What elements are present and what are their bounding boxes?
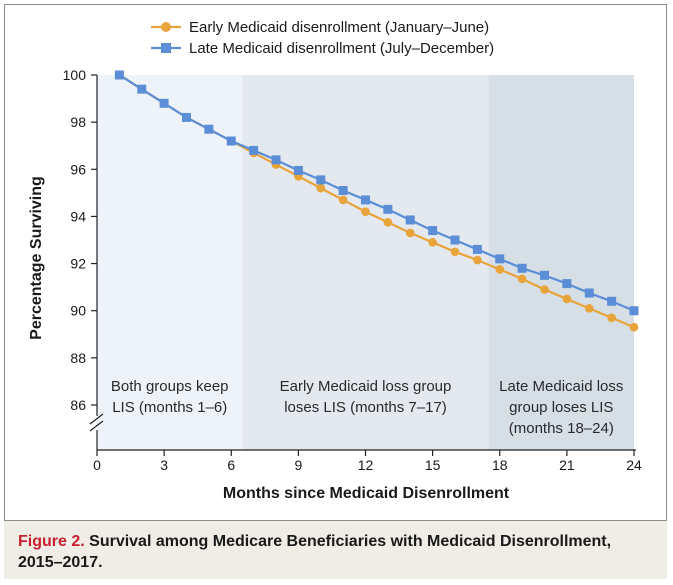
- series-2-point-3: [159, 98, 169, 108]
- series-2-point-13: [383, 204, 393, 214]
- series-2-point-2: [137, 84, 147, 94]
- series-2-point-23: [607, 296, 617, 306]
- series-2-point-10: [316, 175, 326, 185]
- series-2-point-5: [204, 124, 214, 134]
- series-2-point-8: [271, 155, 281, 165]
- y-tick-label-92: 92: [70, 256, 86, 272]
- x-tick-label-12: 12: [358, 457, 374, 473]
- legend-marker-1: [161, 22, 171, 32]
- series-1-point-16: [450, 247, 460, 257]
- region-band-2: [242, 75, 489, 450]
- axis-break-mark-2: [89, 420, 104, 432]
- series-1-point-13: [383, 218, 393, 227]
- x-tick-label-15: 15: [425, 457, 441, 473]
- x-tick-label-9: 9: [294, 457, 302, 473]
- x-axis-label: Months since Medicaid Disenrollment: [223, 485, 510, 502]
- x-tick-label-0: 0: [93, 457, 101, 473]
- series-1-point-15: [428, 238, 437, 247]
- series-2-point-15: [428, 226, 438, 236]
- series-2-point-22: [584, 288, 594, 298]
- y-tick-label-90: 90: [70, 303, 86, 319]
- x-tick-label-18: 18: [492, 457, 508, 473]
- region-label-3-line-1: Late Medicaid loss: [499, 378, 623, 395]
- region-label-2-line-2: loses LIS (months 7–17): [284, 399, 447, 416]
- region-band-3: [488, 75, 634, 450]
- series-lines: [114, 70, 639, 332]
- series-1-point-20: [540, 285, 549, 294]
- series-1-point-11: [338, 195, 348, 205]
- series-2-point-18: [495, 254, 505, 264]
- region-label-3-line-3: (months 18–24): [509, 420, 614, 437]
- figure-title: Survival among Medicare Beneficiaries wi…: [18, 533, 612, 571]
- series-2-point-11: [338, 186, 348, 195]
- axes: 86 88 90 92 94 96 98 100 0 3 6 9 12 15 18 21 24: [63, 67, 642, 473]
- y-tick-label-94: 94: [70, 208, 86, 224]
- y-tick-label-100: 100: [63, 67, 87, 83]
- series-1-point-23: [607, 313, 616, 323]
- y-tick-label-86: 86: [70, 397, 86, 413]
- series-2-point-14: [405, 215, 415, 225]
- y-tick-label-98: 98: [70, 114, 86, 130]
- series-2-point-7: [249, 145, 259, 155]
- series-1-point-18: [495, 265, 505, 274]
- series-2-point-16: [450, 235, 460, 245]
- region-label-1-line-1: Both groups keep: [111, 378, 229, 395]
- region-band-1: [97, 75, 243, 450]
- series-1-point-10: [316, 183, 326, 193]
- region-label-1-line-2: LIS (months 1–6): [112, 399, 227, 416]
- shaded-regions: [97, 75, 634, 450]
- y-axis-label: Percentage Surviving: [28, 176, 45, 340]
- legend-label-1: Early Medicaid disenrollment (January–Ju…: [189, 19, 489, 36]
- region-label-2-line-1: Early Medicaid loss group: [280, 378, 452, 395]
- series-2-point-20: [540, 270, 549, 280]
- legend-marker-2: [161, 43, 171, 53]
- series-2-point-4: [182, 112, 191, 122]
- series-2-point-6: [226, 136, 236, 146]
- figure-caption: Figure 2. Survival among Medicare Benefi…: [4, 520, 667, 579]
- axis-break-mark-1: [89, 413, 104, 425]
- series-1-point-19: [517, 274, 527, 284]
- y-tick-label-96: 96: [70, 161, 86, 177]
- chart: Both groups keep LIS (months 1–6) Early Me…: [28, 19, 642, 502]
- series-1-point-17: [473, 255, 482, 265]
- x-tick-label-6: 6: [227, 457, 235, 473]
- legend: Early Medicaid disenrollment (January–Ju…: [151, 19, 494, 57]
- series-1-point-24: [629, 322, 639, 332]
- x-tick-label-3: 3: [160, 457, 168, 473]
- series-2-point-12: [361, 195, 370, 205]
- series-2-point-19: [517, 263, 527, 273]
- series-2-point-17: [472, 244, 482, 254]
- series-1-point-12: [361, 207, 370, 217]
- series-2-point-24: [629, 306, 639, 316]
- series-2-point-9: [293, 165, 303, 175]
- region-label-3-line-2: group loses LIS: [509, 399, 613, 416]
- series-1-point-14: [405, 228, 415, 238]
- series-1-point-22: [584, 304, 594, 313]
- y-tick-label-88: 88: [70, 350, 86, 366]
- legend-label-2: Late Medicaid disenrollment (July–Decemb…: [189, 40, 494, 57]
- figure-number: Figure 2.: [18, 533, 85, 550]
- region-labels: Both groups keep LIS (months 1–6) Early Me…: [111, 378, 623, 437]
- series-2-point-1: [114, 70, 124, 80]
- x-tick-label-21: 21: [559, 457, 575, 473]
- x-tick-label-24: 24: [626, 457, 642, 473]
- series-2-point-21: [562, 279, 572, 289]
- series-1-point-21: [562, 294, 572, 304]
